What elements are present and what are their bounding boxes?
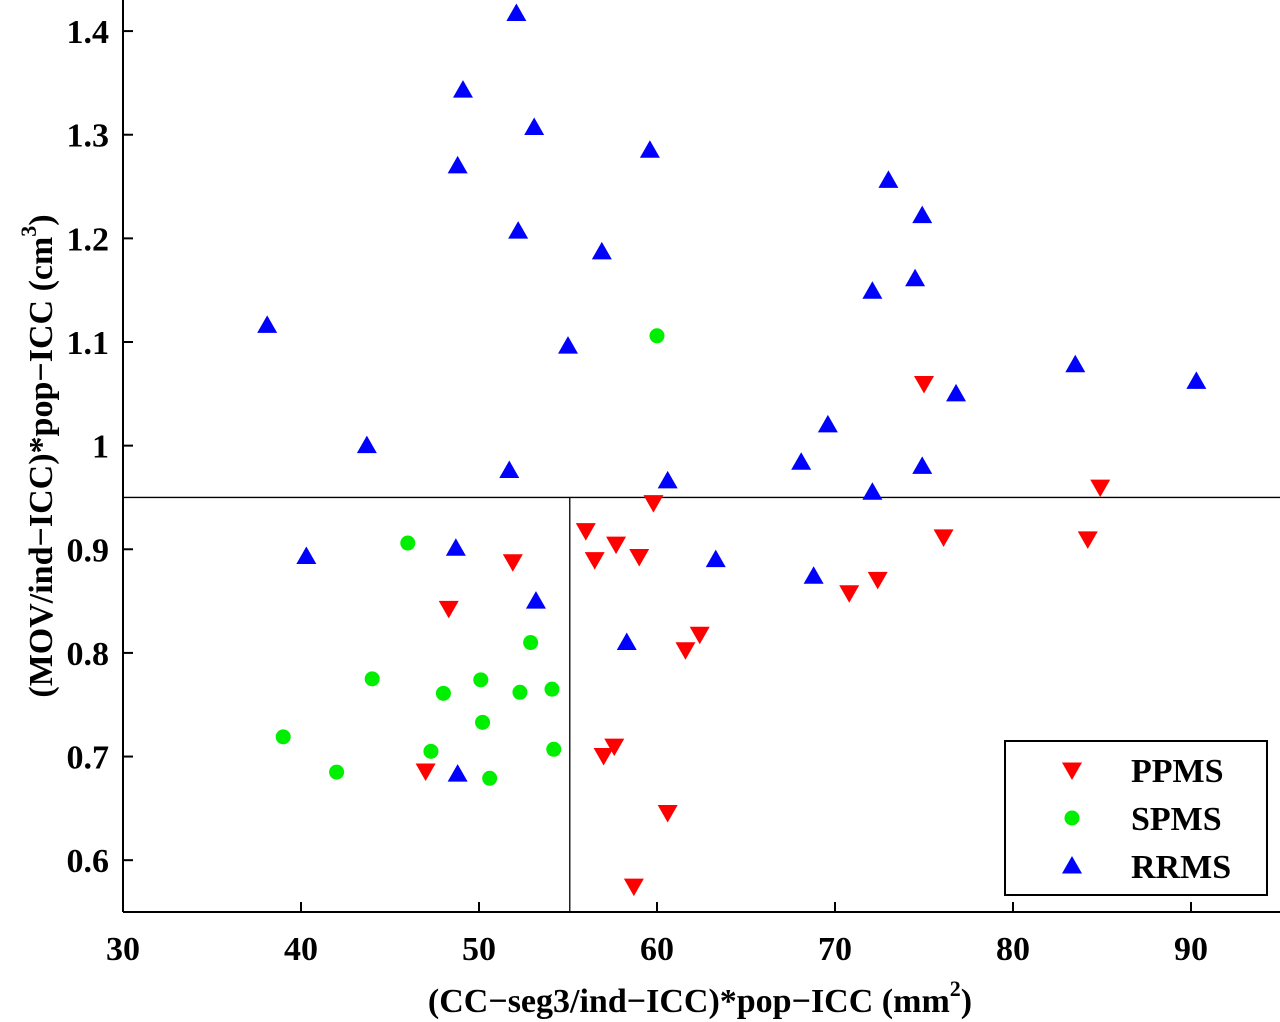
reference-lines <box>123 496 1280 912</box>
data-point-rrms <box>817 414 838 433</box>
data-point-rrms <box>905 268 926 287</box>
y-tick-label: 0.8 <box>67 636 110 673</box>
y-tick-label: 1.3 <box>67 118 110 155</box>
data-point-rrms <box>1065 354 1086 373</box>
data-point-ppms <box>623 878 644 897</box>
data-point-ppms <box>914 375 934 394</box>
data-point-spms <box>512 684 528 700</box>
data-point-spms <box>482 770 498 786</box>
data-point-rrms <box>445 538 466 556</box>
data-point-ppms <box>502 554 523 572</box>
data-point-rrms <box>447 764 468 782</box>
data-point-rrms <box>791 452 812 470</box>
data-point-ppms <box>438 600 459 619</box>
data-point-ppms <box>604 738 625 757</box>
data-point-rrms <box>591 241 612 260</box>
data-point-spms <box>435 685 451 701</box>
data-point-ppms <box>629 549 650 567</box>
data-point-rrms <box>862 281 883 299</box>
data-point-rrms <box>447 155 468 174</box>
data-point-rrms <box>912 205 933 224</box>
data-point-rrms <box>508 221 529 239</box>
legend-box <box>1004 740 1268 896</box>
y-axis-label: (MOV/ind−ICC)*pop−ICC (cm3) <box>16 214 60 697</box>
data-point-ppms <box>839 585 860 603</box>
data-point-ppms <box>867 571 888 590</box>
x-tick-label: 80 <box>996 931 1030 968</box>
legend-marker-rrms <box>1062 856 1082 874</box>
x-tick-label: 50 <box>462 931 496 968</box>
y-tick-label: 1.1 <box>67 325 110 362</box>
plot-frame <box>122 0 1280 913</box>
y-axis-ticks: 0.6 0.7 0.8 0.9 1 1.1 1.2 1.3 1.4 <box>67 14 133 880</box>
data-point-rrms <box>705 549 726 568</box>
data-point-ppms <box>675 642 696 660</box>
legend-label-spms: SPMS <box>1131 801 1222 838</box>
data-point-spms <box>523 635 539 651</box>
x-tick-label: 70 <box>818 931 852 968</box>
data-point-rrms <box>558 336 578 354</box>
data-point-rrms <box>296 546 317 565</box>
data-point-rrms <box>912 456 933 474</box>
y-tick-label: 1 <box>92 429 109 466</box>
y-tick-label: 1.4 <box>67 14 110 51</box>
x-axis-ticks: 30 40 50 60 70 80 90 <box>106 902 1208 968</box>
data-point-spms <box>423 743 439 759</box>
data-point-spms <box>400 535 416 551</box>
data-point-rrms <box>878 170 899 188</box>
data-point-spms <box>364 671 380 687</box>
data-point-rrms <box>452 80 473 98</box>
data-point-rrms <box>803 566 824 584</box>
data-point-rrms <box>657 470 678 489</box>
data-point-ppms <box>689 626 710 645</box>
data-point-rrms <box>506 3 527 21</box>
y-tick-label: 0.7 <box>67 740 110 777</box>
legend-marker-ppms <box>1062 762 1082 780</box>
data-point-ppms <box>1090 479 1111 498</box>
data-point-ppms <box>415 763 436 782</box>
data-point-spms <box>475 714 491 730</box>
series-ppms <box>415 375 1111 897</box>
legend-marker-spms <box>1064 810 1080 826</box>
data-points <box>257 3 1207 897</box>
data-point-spms <box>649 328 665 344</box>
x-tick-label: 90 <box>1174 931 1208 968</box>
data-point-spms <box>544 681 560 697</box>
y-tick-label: 0.9 <box>67 532 110 569</box>
data-point-ppms <box>643 495 664 513</box>
data-point-rrms <box>356 435 377 454</box>
x-tick-label: 30 <box>106 931 140 968</box>
series-rrms <box>257 3 1207 782</box>
data-point-rrms <box>499 460 520 479</box>
data-point-spms <box>473 672 489 688</box>
data-point-rrms <box>946 383 967 402</box>
x-tick-label: 60 <box>640 931 674 968</box>
data-point-rrms <box>524 117 545 135</box>
data-point-rrms <box>616 632 637 651</box>
y-tick-label: 0.6 <box>67 843 110 880</box>
legend: PPMS SPMS RRMS <box>1004 740 1268 896</box>
x-axis-label: (CC−seg3/ind−ICC)*pop−ICC (mm2) <box>428 976 972 1020</box>
data-point-spms <box>329 764 345 780</box>
y-tick-label: 1.2 <box>67 221 110 258</box>
legend-label-rrms: RRMS <box>1131 849 1231 886</box>
series-spms <box>275 328 665 786</box>
data-point-rrms <box>525 591 546 609</box>
data-point-ppms <box>933 529 954 547</box>
data-point-ppms <box>584 552 605 570</box>
data-point-ppms <box>575 523 596 541</box>
data-point-spms <box>546 741 562 757</box>
data-point-ppms <box>593 748 614 766</box>
data-point-ppms <box>657 805 678 823</box>
x-tick-label: 40 <box>284 931 318 968</box>
data-point-rrms <box>1186 371 1207 389</box>
legend-label-ppms: PPMS <box>1131 753 1224 790</box>
data-point-ppms <box>1077 531 1098 549</box>
data-point-ppms <box>606 536 627 555</box>
data-point-rrms <box>639 140 660 158</box>
data-point-spms <box>275 729 291 745</box>
data-point-rrms <box>862 482 883 500</box>
data-point-rrms <box>257 315 278 333</box>
